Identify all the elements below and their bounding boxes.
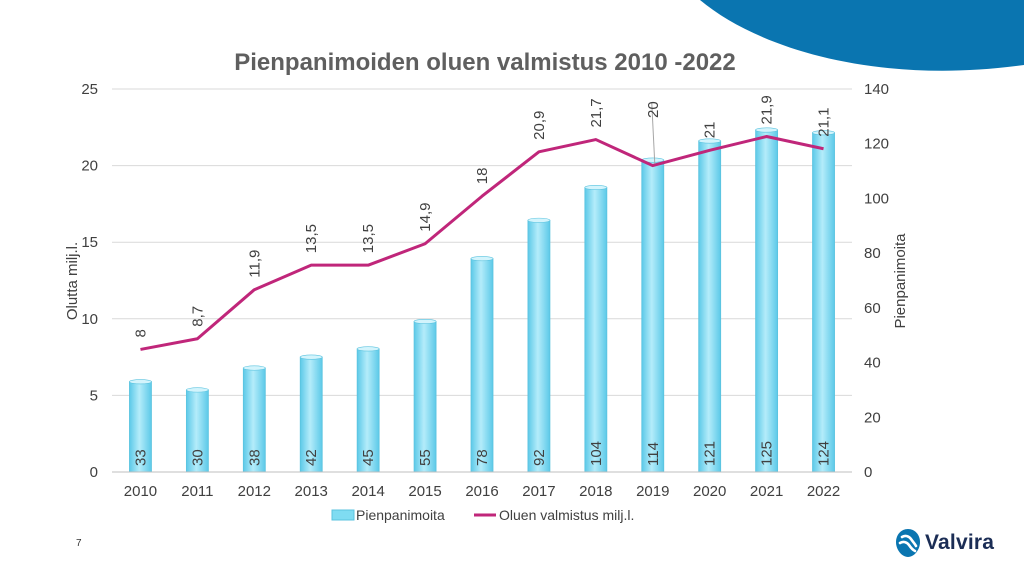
y-tick-label: 10 <box>81 311 98 328</box>
page-number: 7 <box>76 538 82 549</box>
legend-label-bars: Pienpanimoita <box>356 507 445 523</box>
line-data-label: 21 <box>702 122 719 139</box>
bar-data-label: 121 <box>702 441 719 466</box>
bar-cap <box>243 365 266 371</box>
line-data-label: 21,7 <box>588 98 605 127</box>
x-tick-label: 2022 <box>807 483 840 500</box>
valvira-logo: Valvira <box>895 526 994 560</box>
bar-data-label: 45 <box>360 449 377 466</box>
bar-data-label: 104 <box>588 441 605 466</box>
y2-tick-label: 60 <box>864 300 881 317</box>
bar-cap <box>584 184 608 190</box>
bar <box>527 219 551 473</box>
line-path <box>140 134 824 351</box>
y2-axis-label: Pienpanimoita <box>892 233 909 329</box>
chart-title: Pienpanimoiden oluen valmistus 2010 -202… <box>234 49 736 76</box>
data-labels: 33 30 38 42 45 55 78 92 104 114 121 125 124 8 8,7 11,9 1… <box>132 95 832 466</box>
line-data-label: 18 <box>474 168 491 185</box>
line-data-label: 21,9 <box>759 95 776 124</box>
y-tick-label: 5 <box>90 387 98 404</box>
bar-cap <box>186 387 209 393</box>
bar-data-label: 30 <box>189 449 206 466</box>
bar-cap <box>129 379 152 385</box>
bar-data-label: 38 <box>246 449 263 466</box>
bar-data-label: 124 <box>816 441 833 466</box>
bar <box>584 187 608 473</box>
bar-cap <box>356 346 380 352</box>
x-tick-label: 2010 <box>124 483 157 500</box>
x-tick-label: 2013 <box>295 483 328 500</box>
bar-series <box>129 127 835 473</box>
bar <box>641 159 665 473</box>
line-data-label: 14,9 <box>417 203 434 232</box>
bar-data-label: 92 <box>531 449 548 466</box>
legend: Pienpanimoita Oluen valmistus milj.l. <box>331 507 634 523</box>
y2-tick-label: 120 <box>864 136 889 153</box>
x-tick-label: 2019 <box>636 483 669 500</box>
y2-tick-label: 80 <box>864 245 881 262</box>
x-tick-label: 2016 <box>465 483 498 500</box>
y-tick-label: 0 <box>90 464 98 481</box>
legend-swatch-bars <box>331 509 355 521</box>
bar <box>812 132 835 473</box>
bar <box>755 129 779 473</box>
y-axis-label: Olutta milj.l. <box>64 242 81 320</box>
x-tick-label: 2015 <box>408 483 441 500</box>
line-data-label: 21,1 <box>816 108 833 137</box>
line-data-label: 13,5 <box>360 224 377 253</box>
x-tick-label: 2017 <box>522 483 555 500</box>
bar-data-label: 42 <box>303 449 320 466</box>
bar-cap <box>299 354 323 360</box>
x-tick-label: 2012 <box>238 483 271 500</box>
bar-cap <box>470 256 494 262</box>
bar-cap <box>527 217 551 223</box>
bar-data-label: 78 <box>474 449 491 466</box>
x-tick-label: 2021 <box>750 483 783 500</box>
bar-data-label: 33 <box>132 449 149 466</box>
bar-cap <box>755 127 778 133</box>
y2-tick-label: 100 <box>864 190 889 207</box>
line-series <box>140 134 824 351</box>
bar-cap <box>413 319 437 325</box>
y-tick-label: 15 <box>81 234 98 251</box>
bar-data-label: 114 <box>645 442 662 466</box>
legend-label-line: Oluen valmistus milj.l. <box>499 507 634 523</box>
bar-data-label: 55 <box>417 449 434 466</box>
x-tick-label: 2018 <box>579 483 612 500</box>
x-tick-label: 2020 <box>693 483 726 500</box>
x-tick-label: 2014 <box>351 483 384 500</box>
y-tick-label: 20 <box>81 158 98 175</box>
bar <box>698 140 722 473</box>
y2-tick-label: 140 <box>864 81 889 98</box>
leader-line <box>651 102 656 164</box>
line-data-label: 13,5 <box>303 224 320 253</box>
line-data-label: 20,9 <box>531 111 548 140</box>
line-data-label: 8 <box>132 329 149 337</box>
y2-tick-label: 20 <box>864 409 881 426</box>
y2-tick-label: 40 <box>864 355 881 372</box>
bar-data-label: 125 <box>759 441 776 466</box>
bar-cap <box>812 130 835 136</box>
line-data-label: 20 <box>645 101 662 118</box>
bar-cap <box>698 138 721 144</box>
y2-tick-label: 0 <box>864 464 872 481</box>
line-data-label: 11,9 <box>246 250 263 278</box>
x-tick-label: 2011 <box>181 483 213 500</box>
bar <box>470 258 494 473</box>
line-data-label: 8,7 <box>189 306 206 327</box>
valvira-logo-text: Valvira <box>925 531 995 554</box>
valvira-logo-icon <box>896 529 920 557</box>
y-tick-label: 25 <box>81 81 98 98</box>
